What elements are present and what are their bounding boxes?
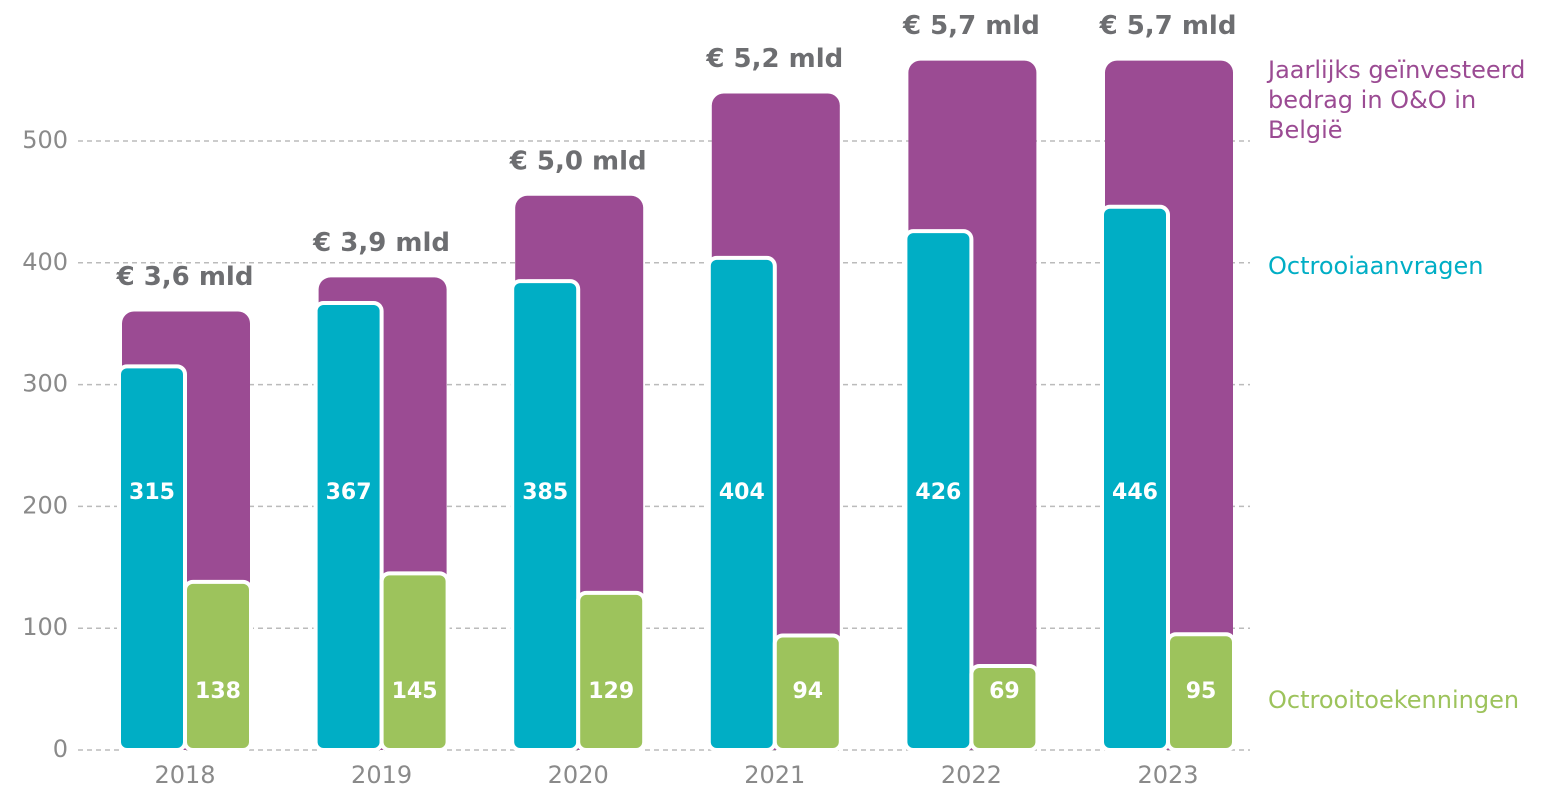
application-bar [117,364,187,752]
legend-entry: Octrooitoekenningen [1268,686,1520,714]
annotation: € 5,0 mld [509,146,647,176]
grant-bar [969,663,1040,753]
grant-bar [379,571,450,753]
value-label: 95 [1186,679,1217,704]
y-tick-label: 300 [22,370,68,398]
x-tick-label: 2022 [941,761,1002,789]
value-label: 426 [915,480,961,505]
application-bar [1100,204,1170,753]
x-tick-label: 2023 [1137,761,1198,789]
y-tick-label: 500 [22,126,68,154]
x-tick-label: 2018 [154,761,215,789]
y-tick-label: 0 [53,735,68,763]
annotation: € 3,9 mld [312,228,450,258]
grant-bar [183,579,253,753]
grant-bar [1166,632,1236,752]
value-label: 446 [1112,480,1158,505]
value-label: 367 [326,480,372,505]
x-tick-label: 2020 [548,761,609,789]
value-label: 385 [522,480,568,505]
annotation: € 5,2 mld [705,44,843,74]
value-label: 138 [195,679,241,704]
annotation: € 3,6 mld [116,262,254,292]
grant-bar [576,590,647,752]
value-label: 69 [989,679,1020,704]
value-label: 145 [392,679,438,704]
application-bar [706,255,777,752]
legend-entry: Octrooiaanvragen [1268,252,1484,280]
value-label: 94 [792,679,823,704]
value-label: 129 [588,679,634,704]
y-tick-label: 200 [22,491,68,519]
application-bar [510,279,581,752]
application-bar [903,229,974,752]
x-tick-label: 2021 [744,761,805,789]
legend-entry: Jaarlijks geïnvesteerd bedrag in O&O in … [1268,56,1526,144]
annotation: € 5,7 mld [1099,11,1237,41]
grant-bar [772,633,843,752]
x-tick-label: 2019 [351,761,412,789]
y-tick-label: 400 [22,248,68,276]
value-label: 404 [719,480,765,505]
y-tick-label: 100 [22,613,68,641]
application-bar [313,300,384,752]
annotation: € 5,7 mld [902,11,1040,41]
value-label: 315 [129,480,175,505]
